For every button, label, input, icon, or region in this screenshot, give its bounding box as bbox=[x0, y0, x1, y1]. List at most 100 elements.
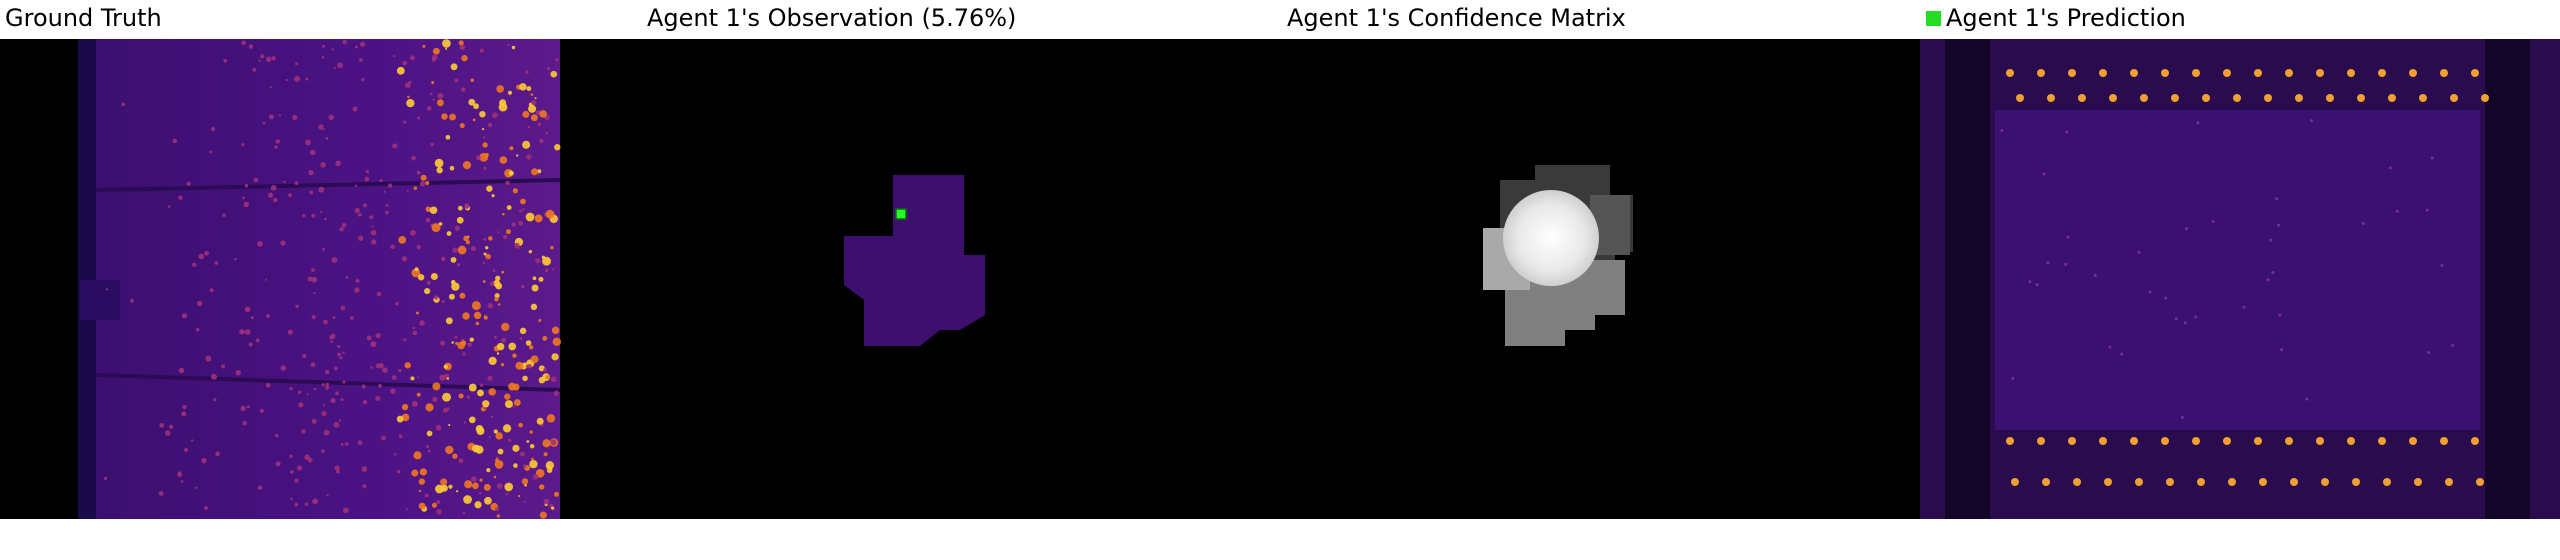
texture-dot bbox=[401, 413, 410, 422]
texture-dot bbox=[486, 185, 493, 192]
texture-dot bbox=[280, 240, 286, 246]
panel-title: Agent 1's Prediction bbox=[1946, 4, 2186, 32]
texture-dot bbox=[275, 461, 281, 467]
texture-dot bbox=[2194, 315, 2198, 319]
texture-dot bbox=[196, 300, 203, 307]
texture-dot bbox=[413, 451, 422, 460]
texture-dot bbox=[446, 407, 450, 411]
texture-dot bbox=[552, 337, 562, 346]
texture-dot bbox=[487, 122, 493, 128]
texture-dot bbox=[519, 327, 527, 335]
texture-dot bbox=[515, 361, 524, 370]
texture-dot bbox=[530, 93, 534, 96]
texture-dot bbox=[450, 63, 458, 71]
texture-dot bbox=[512, 188, 518, 194]
texture-dot bbox=[545, 375, 550, 380]
texture-dot bbox=[553, 390, 560, 396]
texture-dot bbox=[537, 169, 542, 174]
texture-dot bbox=[342, 39, 347, 45]
texture-dot bbox=[294, 502, 299, 507]
texture-dot bbox=[432, 382, 441, 391]
texture-dot bbox=[545, 461, 555, 470]
texture-dot bbox=[215, 451, 220, 457]
image-edge bbox=[1945, 39, 1990, 519]
texture-dot bbox=[531, 168, 539, 176]
texture-dot bbox=[445, 134, 451, 140]
texture-dot bbox=[512, 405, 515, 408]
texture-dot bbox=[309, 149, 316, 156]
texture-dot bbox=[2378, 69, 2386, 77]
texture-dot bbox=[446, 377, 450, 380]
texture-dot bbox=[2310, 119, 2314, 123]
header bbox=[0, 0, 2560, 39]
texture-dot bbox=[311, 276, 318, 283]
texture-dot bbox=[539, 110, 547, 118]
texture-dot bbox=[483, 252, 487, 256]
texture-dot bbox=[328, 114, 335, 121]
texture-dot bbox=[275, 139, 281, 144]
texture-dot bbox=[2192, 69, 2200, 77]
texture-dot bbox=[473, 311, 482, 320]
texture-dot bbox=[295, 304, 299, 309]
texture-dot bbox=[416, 170, 421, 175]
texture-dot bbox=[222, 213, 226, 217]
texture-dot bbox=[500, 363, 505, 367]
texture-dot bbox=[234, 257, 237, 261]
texture-dot bbox=[544, 268, 549, 273]
texture-dot bbox=[527, 125, 531, 129]
texture-dot bbox=[376, 291, 382, 297]
legend-swatch bbox=[1926, 11, 1941, 26]
texture-dot bbox=[357, 440, 363, 446]
texture-dot bbox=[2347, 69, 2355, 77]
texture-dot bbox=[396, 66, 405, 75]
texture-dot bbox=[2285, 69, 2293, 77]
texture-dot bbox=[365, 169, 369, 174]
texture-dot bbox=[268, 114, 274, 120]
texture-dot bbox=[523, 500, 526, 503]
texture-dot bbox=[431, 57, 436, 62]
texture-dot bbox=[459, 123, 465, 129]
texture-dot bbox=[354, 184, 358, 188]
texture-dot bbox=[526, 364, 530, 369]
texture-dot bbox=[267, 192, 274, 198]
texture-dot bbox=[483, 483, 491, 491]
texture-dot bbox=[297, 390, 302, 394]
texture-dot bbox=[2196, 121, 2200, 125]
texture-dot bbox=[2378, 437, 2386, 445]
texture-dot bbox=[415, 311, 419, 315]
texture-dot bbox=[330, 397, 336, 404]
texture-dot bbox=[425, 403, 434, 412]
texture-dot bbox=[2388, 166, 2392, 170]
texture-dot bbox=[2223, 69, 2231, 77]
texture-dot bbox=[370, 229, 377, 236]
texture-dot bbox=[445, 47, 448, 50]
texture-dot bbox=[550, 439, 557, 446]
image-feature bbox=[80, 280, 120, 320]
texture-dot bbox=[474, 501, 482, 509]
texture-dot bbox=[543, 498, 550, 505]
texture-dot bbox=[412, 330, 418, 336]
texture-dot bbox=[324, 217, 327, 221]
texture-dot bbox=[298, 402, 304, 408]
texture-dot bbox=[467, 342, 472, 348]
texture-dot bbox=[497, 231, 500, 234]
texture-dot bbox=[519, 336, 523, 340]
texture-dot bbox=[252, 67, 257, 72]
texture-dot bbox=[522, 140, 531, 149]
texture-dot bbox=[325, 385, 330, 390]
texture-dot bbox=[530, 457, 534, 461]
texture-dot bbox=[484, 496, 492, 505]
texture-dot bbox=[403, 338, 407, 342]
texture-dot bbox=[534, 97, 537, 100]
texture-dot bbox=[340, 443, 344, 446]
texture-dot bbox=[535, 258, 541, 264]
texture-dot bbox=[190, 439, 194, 442]
texture-dot bbox=[331, 256, 338, 263]
texture-dot bbox=[530, 355, 539, 364]
texture-dot bbox=[243, 201, 250, 208]
prediction-pattern bbox=[2000, 69, 2489, 486]
texture-dot bbox=[250, 316, 254, 320]
texture-dot bbox=[309, 190, 314, 195]
texture-dot bbox=[253, 177, 259, 183]
texture-dot bbox=[525, 340, 532, 346]
